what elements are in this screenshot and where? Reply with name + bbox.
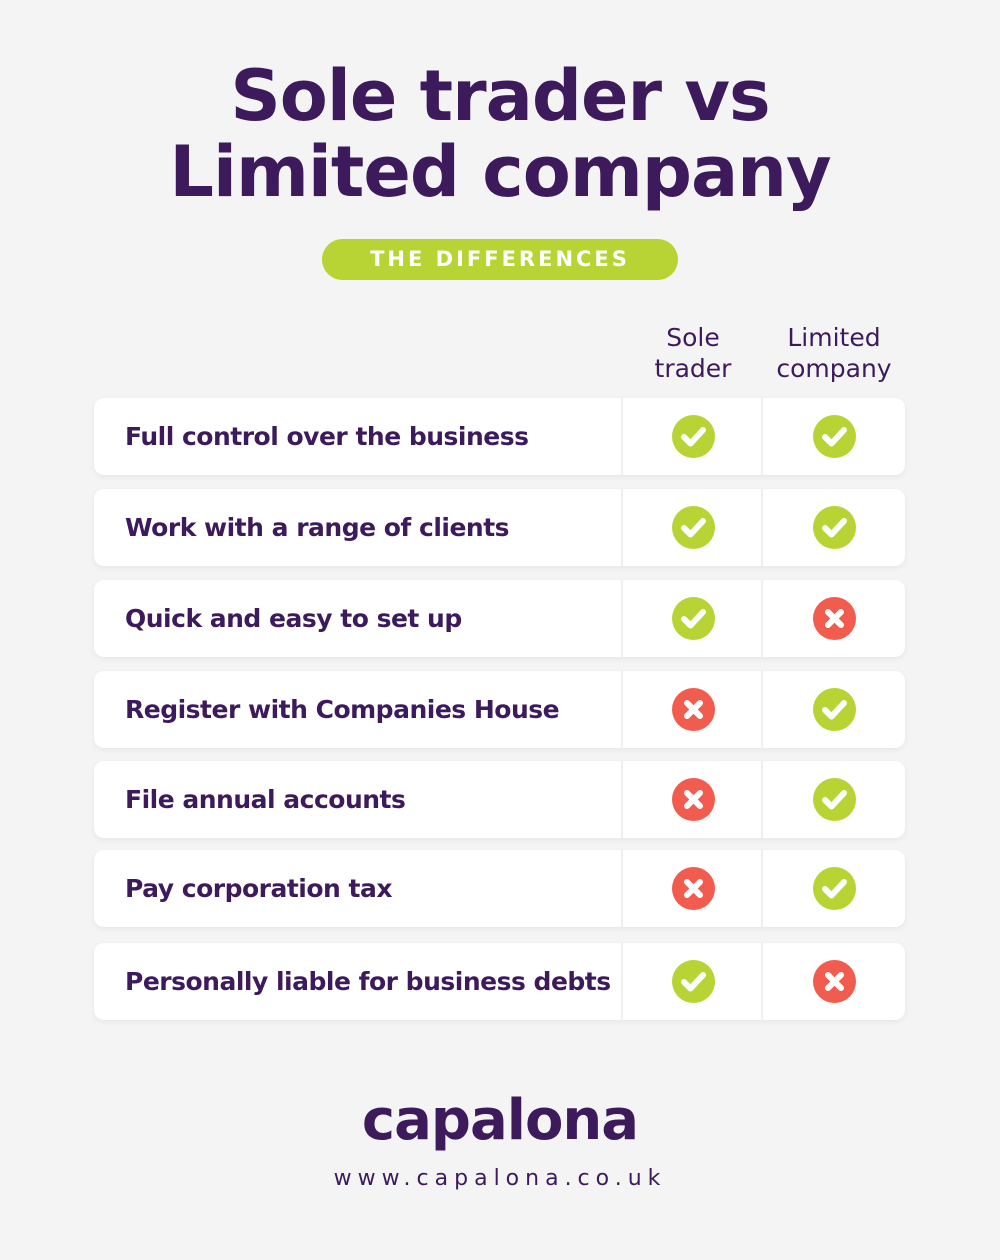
column-divider [621, 489, 623, 566]
column-divider [761, 943, 763, 1020]
cross-icon [672, 688, 715, 731]
column-divider [761, 850, 763, 927]
column-divider [621, 398, 623, 475]
check-icon [672, 506, 715, 549]
cross-icon [813, 960, 856, 1003]
column-header-limited-company: Limited company [776, 323, 892, 383]
check-icon [813, 778, 856, 821]
table-row: Full control over the business [94, 398, 905, 475]
row-label: File annual accounts [125, 785, 406, 814]
column-header-sole-trader: Sole trader [654, 323, 732, 383]
column-divider [621, 580, 623, 657]
row-label: Pay corporation tax [125, 874, 393, 903]
column-divider [621, 671, 623, 748]
page-title: Sole trader vs Limited company [169, 55, 831, 213]
column-divider [761, 580, 763, 657]
row-label: Quick and easy to set up [125, 604, 462, 633]
column-divider [761, 489, 763, 566]
table-row: Personally liable for business debts [94, 943, 905, 1020]
check-icon [672, 960, 715, 1003]
row-label: Work with a range of clients [125, 513, 510, 542]
table-row: Pay corporation tax [94, 850, 905, 927]
column-divider [761, 398, 763, 475]
check-icon [813, 688, 856, 731]
check-icon [813, 506, 856, 549]
column-divider [761, 671, 763, 748]
row-label: Full control over the business [125, 422, 529, 451]
subtitle-badge: THE DIFFERENCES [322, 239, 678, 280]
cross-icon [813, 597, 856, 640]
column-divider [761, 761, 763, 838]
check-icon [672, 415, 715, 458]
check-icon [672, 597, 715, 640]
cross-icon [672, 867, 715, 910]
website-url: www.capalona.co.uk [333, 1166, 667, 1191]
cross-icon [672, 778, 715, 821]
check-icon [813, 867, 856, 910]
row-label: Personally liable for business debts [125, 967, 611, 996]
row-label: Register with Companies House [125, 695, 560, 724]
check-icon [813, 415, 856, 458]
column-divider [621, 850, 623, 927]
table-row: Quick and easy to set up [94, 580, 905, 657]
column-divider [621, 943, 623, 1020]
table-row: Work with a range of clients [94, 489, 905, 566]
table-row: File annual accounts [94, 761, 905, 838]
table-row: Register with Companies House [94, 671, 905, 748]
column-divider [621, 761, 623, 838]
capalona-logo: capalona [361, 1088, 639, 1153]
